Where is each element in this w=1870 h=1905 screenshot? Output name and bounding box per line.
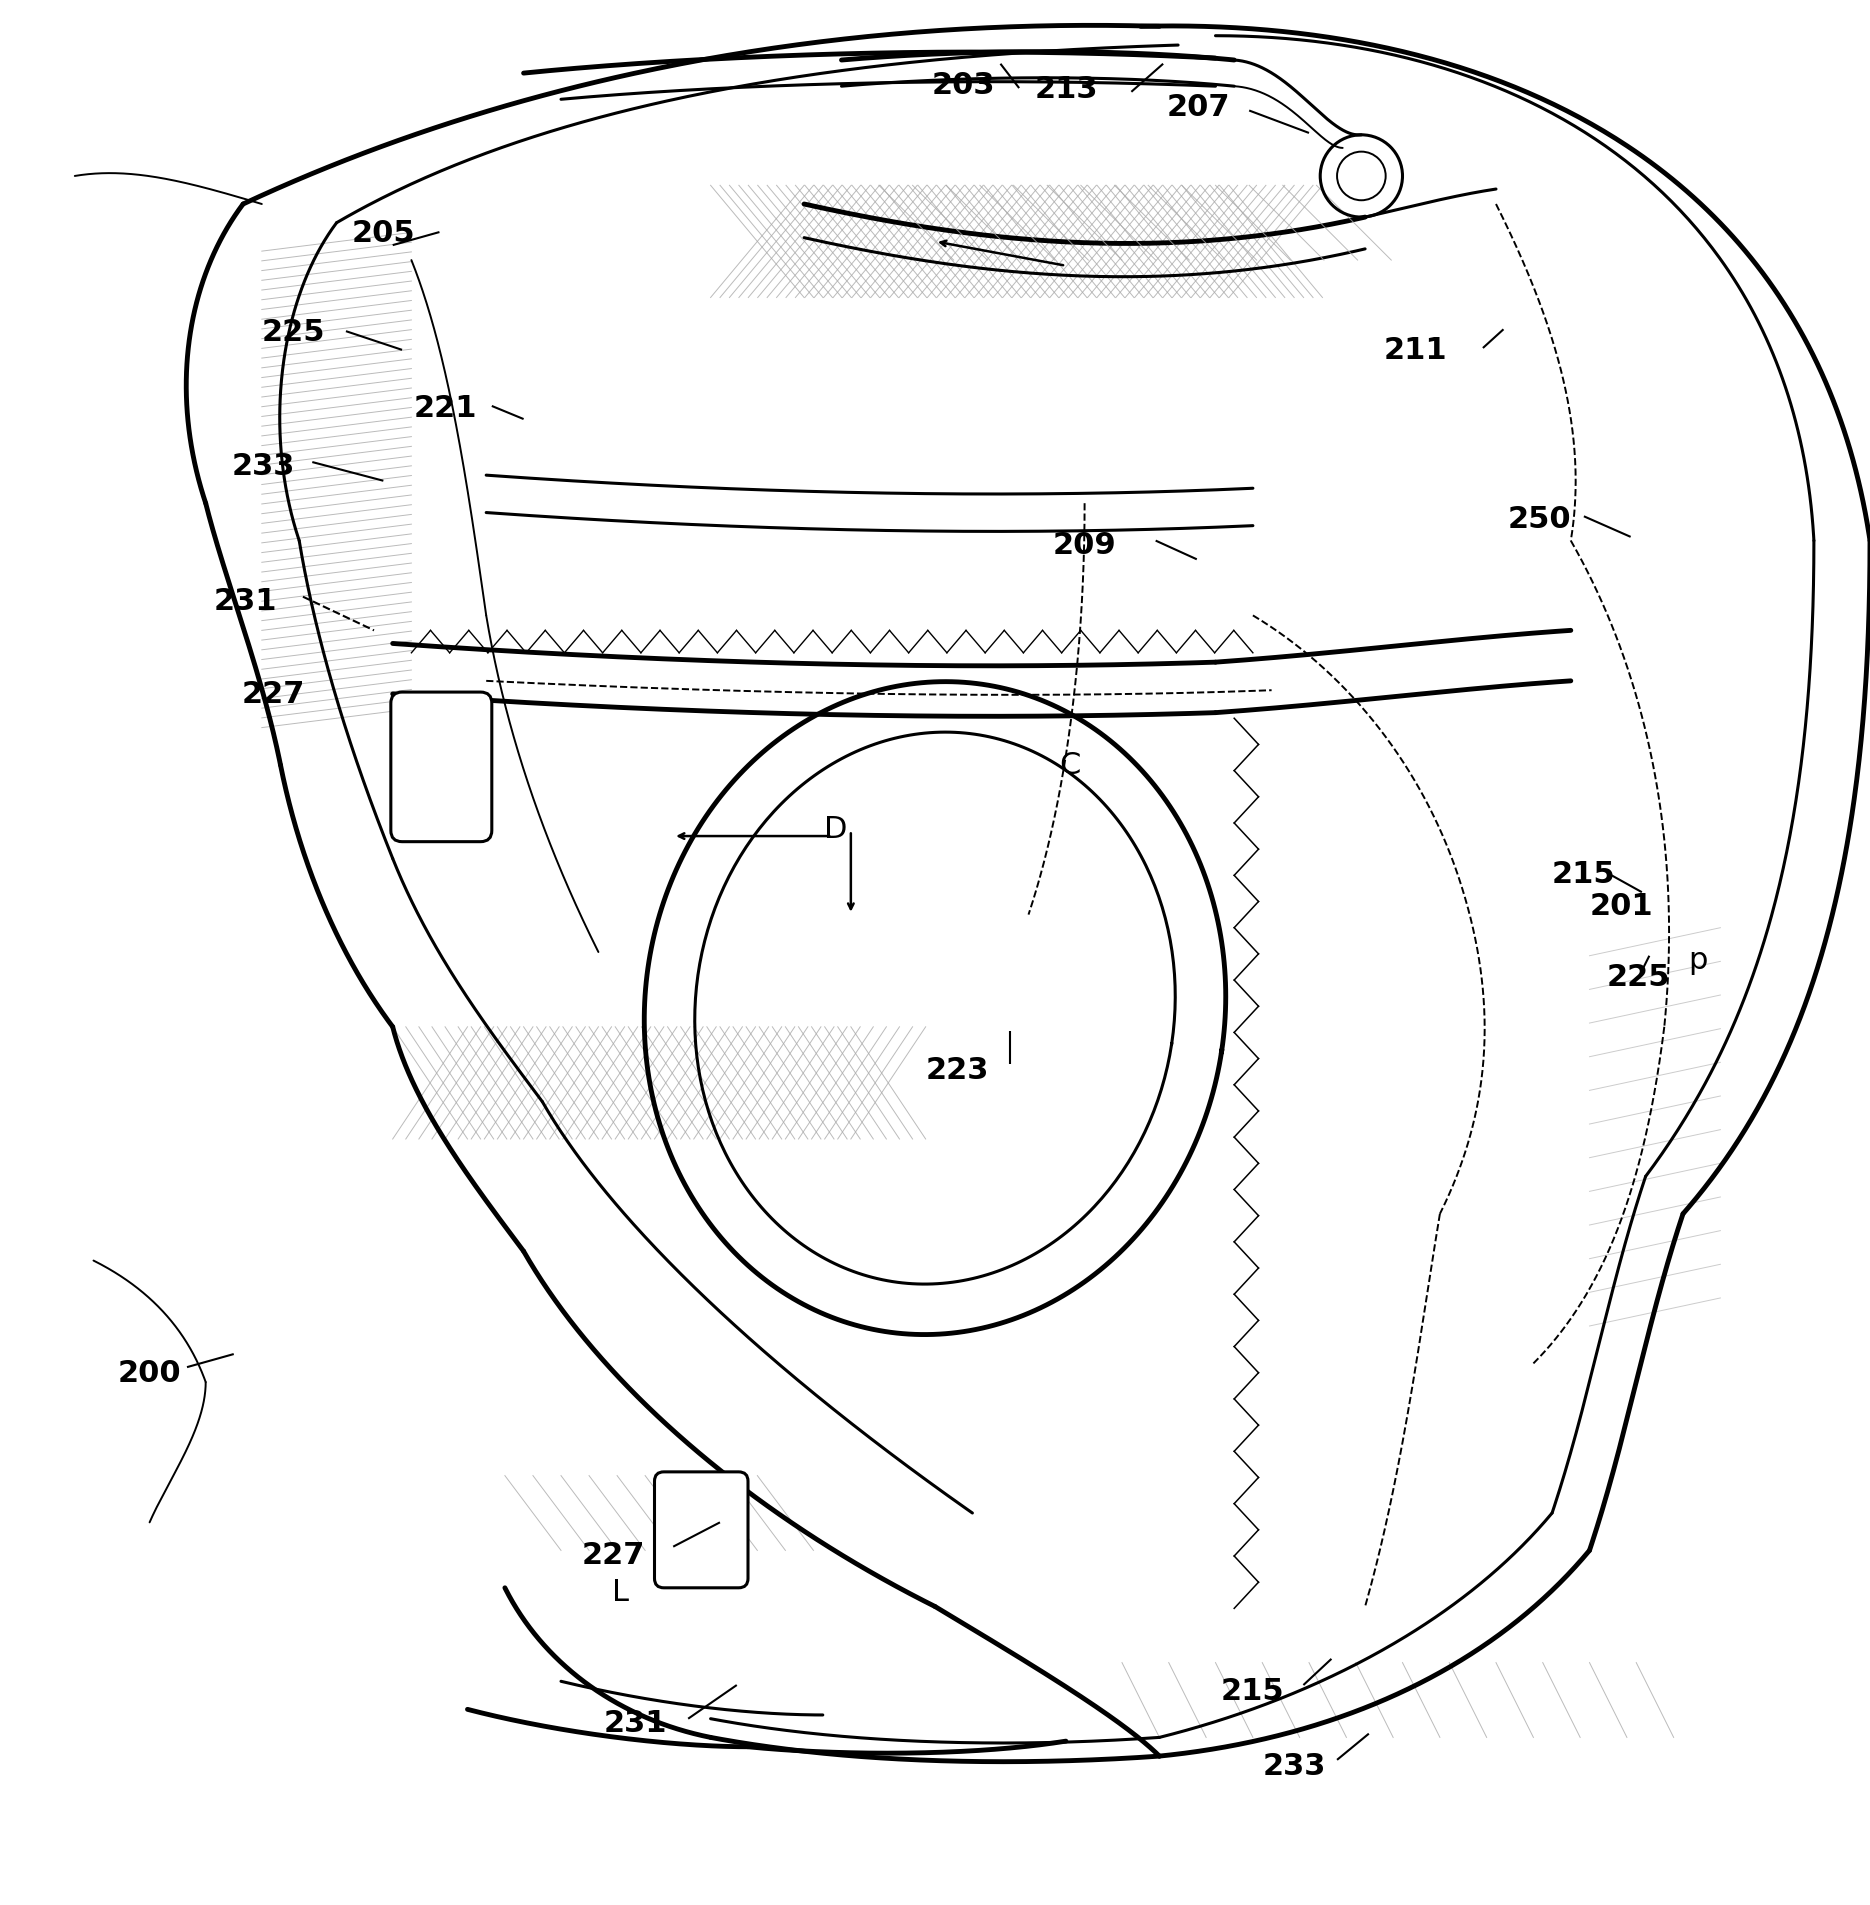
Text: 209: 209 <box>1053 531 1116 560</box>
Text: 211: 211 <box>1384 335 1447 366</box>
Text: 233: 233 <box>232 451 295 482</box>
Text: 213: 213 <box>1034 74 1098 103</box>
Text: 231: 231 <box>213 587 277 615</box>
Text: 227: 227 <box>582 1539 645 1570</box>
Text: 221: 221 <box>413 394 477 423</box>
Text: p: p <box>1689 945 1707 975</box>
Text: 225: 225 <box>1606 962 1670 991</box>
Text: 225: 225 <box>262 318 325 347</box>
Text: 215: 215 <box>1221 1676 1285 1705</box>
Text: 200: 200 <box>118 1358 181 1387</box>
Text: 250: 250 <box>1507 505 1571 533</box>
Text: D: D <box>825 815 847 844</box>
FancyBboxPatch shape <box>391 693 492 842</box>
Text: 207: 207 <box>1167 93 1230 122</box>
Text: 201: 201 <box>1590 892 1653 920</box>
Text: 231: 231 <box>604 1709 668 1737</box>
Text: 223: 223 <box>926 1055 989 1084</box>
Text: 215: 215 <box>1552 859 1616 888</box>
Text: 205: 205 <box>352 219 415 248</box>
Text: C: C <box>1058 751 1081 779</box>
Text: 203: 203 <box>931 70 995 99</box>
Text: 227: 227 <box>241 680 305 709</box>
FancyBboxPatch shape <box>654 1473 748 1589</box>
Text: 233: 233 <box>1262 1751 1326 1779</box>
Text: L: L <box>611 1577 630 1606</box>
